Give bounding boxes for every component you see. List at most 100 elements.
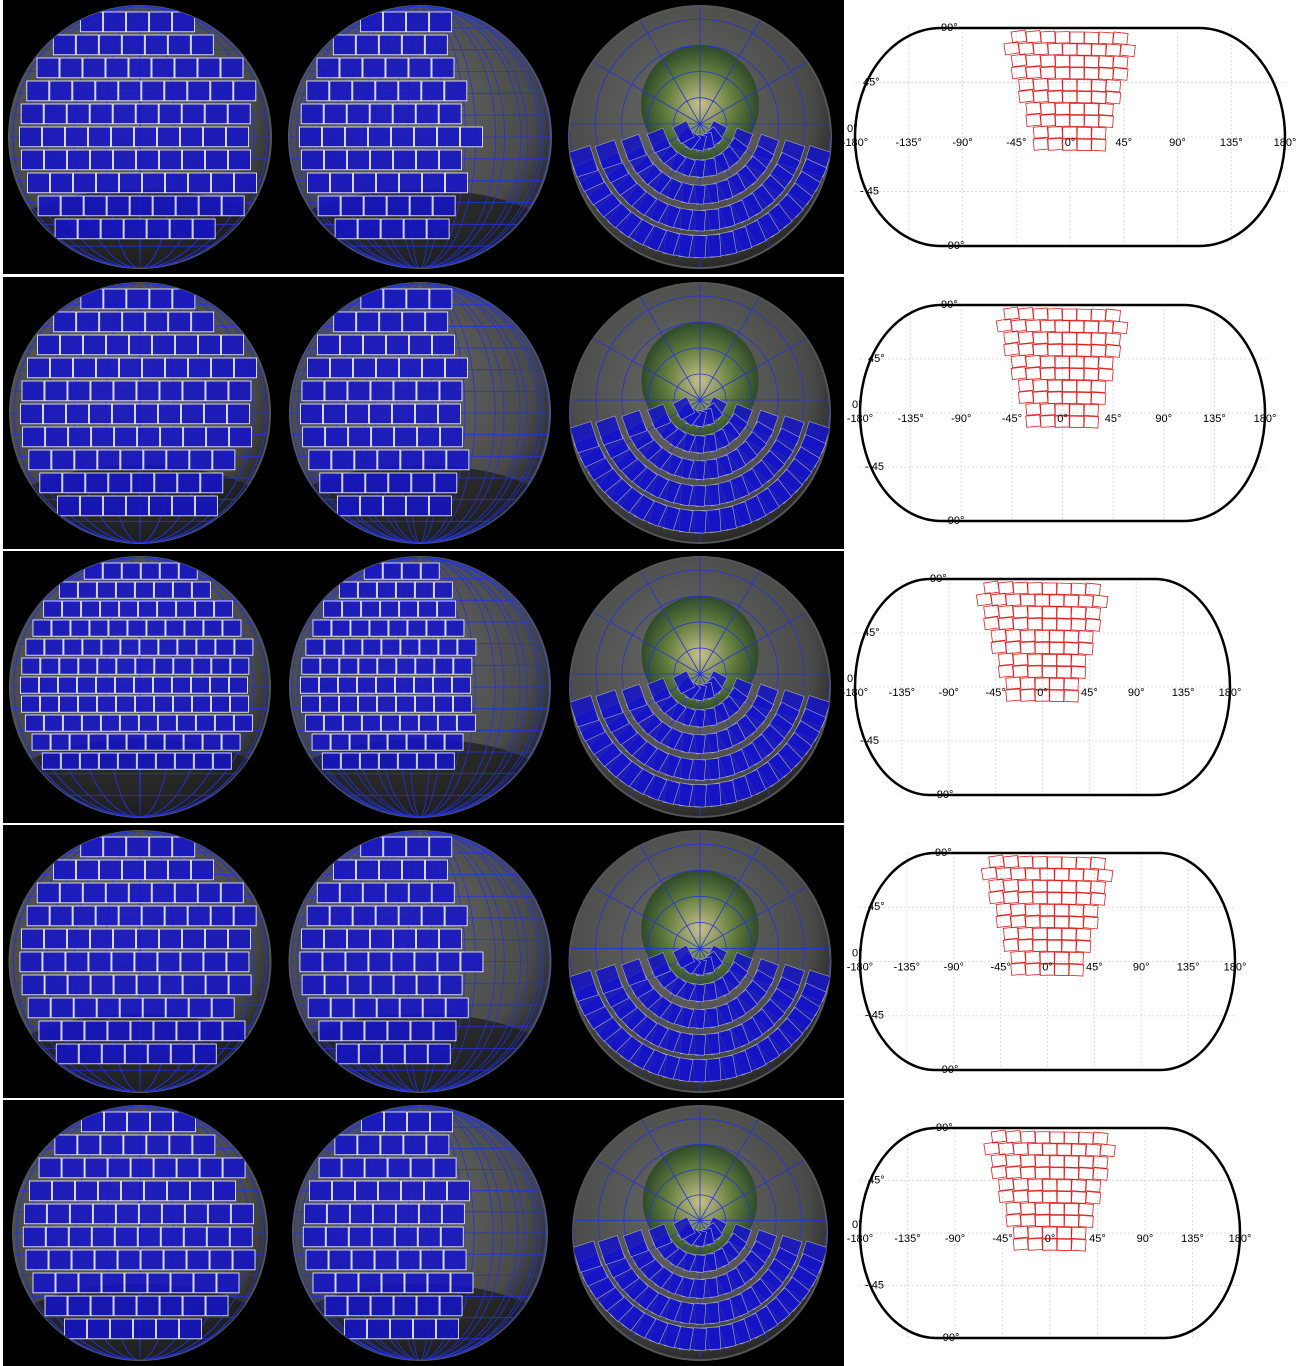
tile (138, 427, 160, 447)
footprint (1026, 114, 1041, 127)
tile (366, 473, 388, 493)
tile (229, 150, 251, 170)
tile (227, 404, 249, 424)
tile (334, 312, 356, 332)
footprint (1091, 392, 1106, 404)
footprint (1020, 689, 1035, 701)
tile (341, 335, 363, 355)
lat-label: - 90° (941, 240, 964, 252)
footprint (1071, 1239, 1086, 1251)
tile (183, 929, 205, 949)
tile (231, 696, 249, 712)
tile (109, 473, 131, 493)
tile (184, 427, 206, 447)
tile (377, 998, 399, 1018)
tile (142, 358, 164, 378)
tile (217, 1273, 239, 1293)
tile (313, 620, 331, 636)
tile (380, 860, 402, 880)
footprint (1079, 1132, 1094, 1144)
footprint (1050, 595, 1064, 606)
footprint (1018, 892, 1033, 904)
tile (336, 1273, 358, 1293)
tile (204, 620, 222, 636)
tile (303, 1227, 325, 1247)
tile (22, 696, 40, 712)
footprint (1113, 68, 1128, 81)
tile (381, 601, 399, 617)
tile (381, 715, 399, 731)
footprint (1085, 607, 1100, 620)
footprint (1048, 332, 1062, 344)
tile (116, 1204, 138, 1224)
tile (441, 427, 463, 447)
tile (165, 734, 183, 750)
tile (398, 753, 416, 769)
tile (91, 381, 113, 401)
tile (125, 1044, 147, 1064)
tile (419, 601, 437, 617)
tile (63, 715, 81, 731)
tile (309, 450, 331, 470)
tile (377, 582, 395, 598)
tile (188, 358, 210, 378)
tile (95, 1250, 117, 1270)
tile (73, 358, 95, 378)
tile (404, 1135, 426, 1155)
tile (348, 975, 370, 995)
map: 90°45°0°- 45- 90°-180°-135°-90°-45°0°45°… (842, 22, 1297, 252)
tile (79, 1273, 101, 1293)
tile (408, 620, 426, 636)
footprint (1055, 67, 1069, 79)
footprint (1086, 1192, 1101, 1204)
lon-label: 90° (1155, 413, 1172, 425)
tile (25, 715, 43, 731)
footprint (1006, 677, 1021, 689)
tile (343, 715, 361, 731)
tile (120, 173, 142, 193)
tile (122, 35, 144, 55)
footprint (1040, 356, 1055, 368)
tile (228, 104, 250, 124)
tile (337, 496, 359, 516)
tile (342, 1158, 364, 1178)
footprint (1043, 654, 1057, 665)
footprint (1033, 857, 1047, 869)
lon-label: 45° (1081, 687, 1098, 699)
footprint (1057, 1144, 1071, 1155)
tile (131, 1158, 153, 1178)
tile (130, 196, 152, 216)
tile (382, 1273, 404, 1293)
tile (325, 639, 343, 655)
lat-label: - 45 (860, 735, 879, 747)
tile (177, 1021, 199, 1041)
footprint (1013, 653, 1028, 665)
tile (150, 837, 172, 857)
tile (435, 473, 457, 493)
tile (89, 404, 111, 424)
footprint (1071, 654, 1086, 666)
tile (371, 381, 393, 401)
footprint (1028, 606, 1042, 618)
tile (108, 1021, 130, 1041)
lat-label: - 90° (935, 1064, 958, 1076)
footprint (1099, 115, 1114, 127)
tile (51, 173, 73, 193)
tile (418, 1227, 440, 1247)
tile (307, 906, 329, 926)
tile (47, 1204, 69, 1224)
footprint (1077, 44, 1091, 55)
footprint (1064, 678, 1079, 690)
tile (396, 1204, 418, 1224)
tile (371, 929, 393, 949)
tile (447, 450, 469, 470)
tile (394, 381, 416, 401)
tile (93, 1204, 115, 1224)
tile (106, 883, 128, 903)
footprint (1018, 343, 1033, 356)
tile (99, 35, 121, 55)
tile (162, 1204, 184, 1224)
lat-label: 45° (868, 901, 885, 913)
tile (229, 929, 251, 949)
tile (21, 104, 43, 124)
